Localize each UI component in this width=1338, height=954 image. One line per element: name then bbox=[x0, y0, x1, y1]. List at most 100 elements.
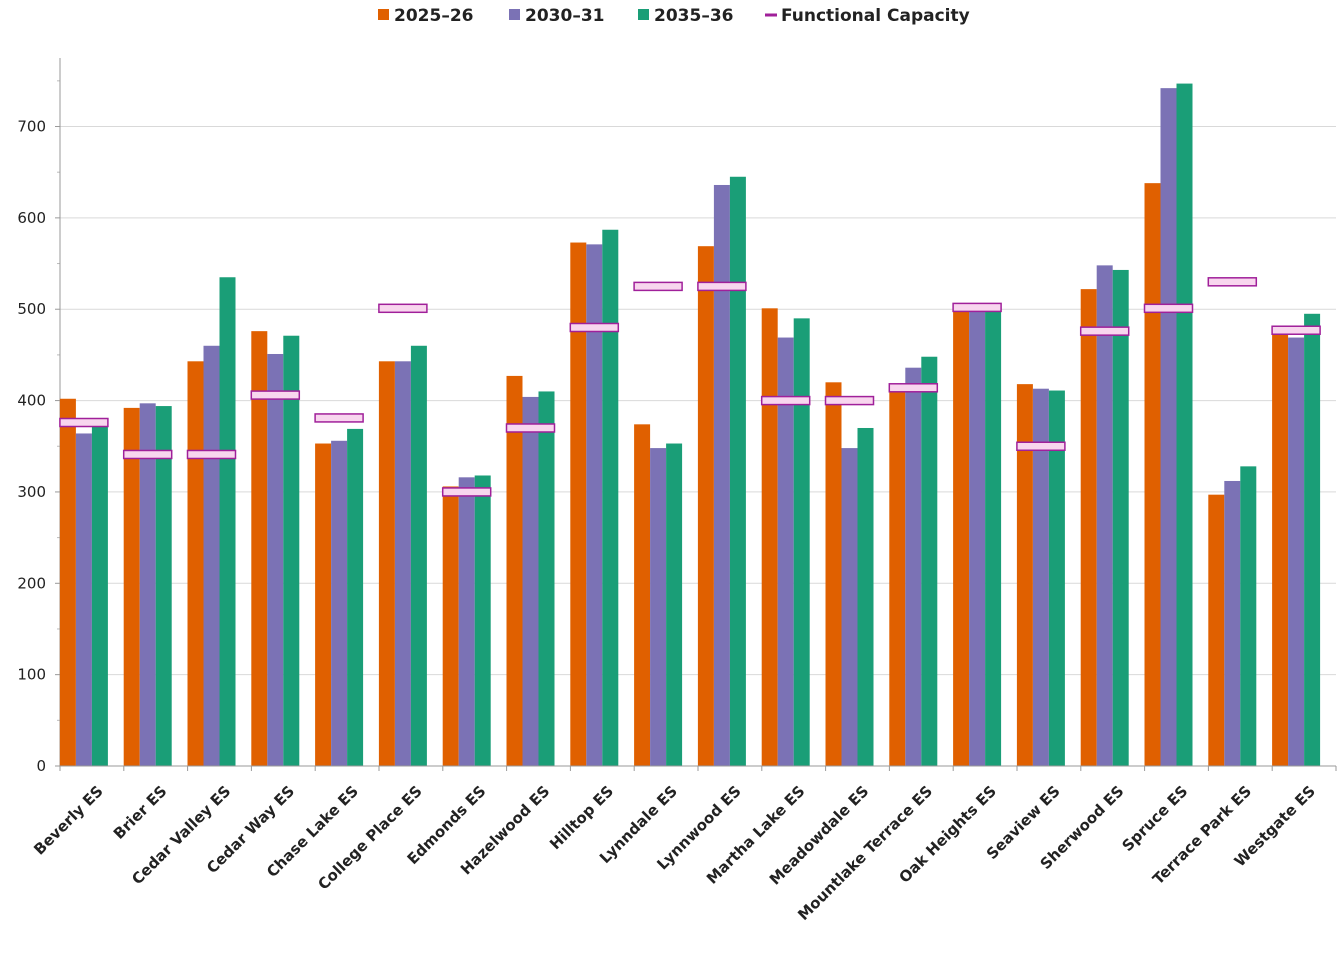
capacity-marker-sherwood-es bbox=[1079, 326, 1130, 336]
bar-2025-26-terrace-park-es bbox=[1208, 494, 1225, 766]
y-tick-label: 0 bbox=[36, 757, 46, 775]
capacity-marker-beverly-es bbox=[59, 417, 109, 428]
y-tick-label: 600 bbox=[17, 209, 46, 227]
capacity-marker-lynndale-es bbox=[633, 281, 683, 292]
bar-2030-31-sherwood-es bbox=[1096, 265, 1113, 766]
bar-2035-36-chase-lake-es bbox=[347, 428, 364, 766]
legend-swatch bbox=[378, 9, 389, 20]
bar-2025-26-chase-lake-es bbox=[315, 443, 332, 766]
capacity-marker-hilltop-es bbox=[569, 322, 620, 333]
capacity-marker-brier-es bbox=[122, 449, 173, 460]
bar-2035-36-westgate-es bbox=[1304, 313, 1321, 766]
bar-2035-36-brier-es bbox=[155, 406, 172, 766]
bar-2035-36-cedar-valley-es bbox=[219, 277, 236, 766]
bar-2025-26-oak-heights-es bbox=[953, 304, 970, 766]
bar-2030-31-edmonds-es bbox=[458, 477, 475, 766]
bar-2030-31-mountlake-terrace-es bbox=[905, 367, 922, 766]
bar-2035-36-college-place-es bbox=[410, 345, 427, 766]
bar-2025-26-brier-es bbox=[123, 407, 140, 766]
bar-2030-31-martha-lake-es bbox=[777, 337, 794, 766]
bar-2035-36-martha-lake-es bbox=[793, 318, 810, 766]
bar-2025-26-cedar-valley-es bbox=[187, 361, 204, 766]
bar-2030-31-chase-lake-es bbox=[331, 440, 348, 766]
bar-2035-36-oak-heights-es bbox=[985, 310, 1002, 766]
bar-2035-36-spruce-es bbox=[1176, 83, 1193, 767]
bar-2030-31-hazelwood-es bbox=[522, 396, 539, 766]
bar-2030-31-college-place-es bbox=[394, 361, 411, 766]
capacity-marker-chase-lake-es bbox=[314, 413, 364, 423]
bar-2035-36-cedar-way-es bbox=[283, 335, 300, 766]
bar-2035-36-mountlake-terrace-es bbox=[921, 356, 938, 766]
bar-2025-26-spruce-es bbox=[1144, 183, 1161, 766]
bar-2025-26-beverly-es bbox=[59, 398, 76, 766]
legend-item-2030-31: 2030–31 bbox=[509, 6, 604, 26]
capacity-marker-mountlake-terrace-es bbox=[888, 383, 939, 393]
capacity-marker-lynnwood-es bbox=[697, 281, 747, 292]
bar-2025-26-seaview-es bbox=[1016, 384, 1033, 766]
y-axis: 0 100 200 300 400 500 600 700 bbox=[17, 58, 61, 775]
bar-2035-36-seaview-es bbox=[1048, 390, 1065, 766]
y-tick-label: 500 bbox=[17, 300, 46, 318]
bar-2030-31-beverly-es bbox=[75, 433, 92, 766]
capacity-marker-martha-lake-es bbox=[760, 395, 811, 406]
capacity-marker-hazelwood-es bbox=[505, 423, 556, 433]
y-tick-label: 100 bbox=[17, 666, 46, 684]
legend: 2025–26 2030–31 2035–36 Functional Capacity bbox=[378, 6, 970, 26]
legend-swatch bbox=[638, 9, 649, 20]
bar-2025-26-mountlake-terrace-es bbox=[889, 388, 906, 766]
capacity-marker-college-place-es bbox=[378, 303, 428, 314]
bar-2025-26-hilltop-es bbox=[570, 242, 587, 767]
legend-swatch bbox=[509, 9, 520, 20]
bar-2035-36-meadowdale-es bbox=[857, 427, 874, 766]
legend-label: 2025–26 bbox=[394, 6, 473, 26]
capacity-marker-spruce-es bbox=[1143, 303, 1194, 314]
legend-item-2025-26: 2025–26 bbox=[378, 6, 473, 26]
legend-label: Functional Capacity bbox=[781, 6, 970, 26]
bar-2030-31-seaview-es bbox=[1032, 388, 1049, 766]
bar-2030-31-cedar-way-es bbox=[267, 353, 284, 766]
bar-2035-36-beverly-es bbox=[91, 420, 108, 766]
x-tick-label-beverly-es: Beverly ES bbox=[30, 782, 106, 858]
capacity-marker-seaview-es bbox=[1016, 441, 1066, 452]
bar-2035-36-terrace-park-es bbox=[1240, 466, 1257, 766]
x-tick-label-mountlake-terrace-es: Mountlake Terrace ES bbox=[794, 782, 936, 924]
bar-2025-26-martha-lake-es bbox=[761, 308, 778, 766]
bar-2025-26-westgate-es bbox=[1272, 330, 1289, 766]
legend-item-2035-36: 2035–36 bbox=[638, 6, 733, 26]
bar-2025-26-sherwood-es bbox=[1080, 289, 1097, 766]
capacity-marker-westgate-es bbox=[1271, 325, 1321, 335]
bar-2030-31-meadowdale-es bbox=[841, 448, 858, 766]
bar-2030-31-terrace-park-es bbox=[1224, 480, 1241, 766]
capacity-marker-oak-heights-es bbox=[952, 302, 1002, 313]
bar-2025-26-lynndale-es bbox=[634, 424, 651, 766]
bar-2030-31-spruce-es bbox=[1160, 88, 1177, 766]
bar-2035-36-hilltop-es bbox=[602, 229, 619, 767]
capacity-markers bbox=[59, 277, 1321, 497]
capacity-marker-meadowdale-es bbox=[824, 395, 875, 406]
bar-2025-26-hazelwood-es bbox=[506, 375, 523, 766]
bar-2035-36-edmonds-es bbox=[474, 475, 491, 766]
bar-2030-31-westgate-es bbox=[1288, 337, 1305, 766]
legend-label: 2030–31 bbox=[525, 6, 604, 26]
bar-2035-36-hazelwood-es bbox=[538, 391, 555, 766]
bars bbox=[59, 83, 1321, 767]
y-tick-label: 200 bbox=[17, 574, 46, 592]
bar-2025-26-cedar-way-es bbox=[251, 331, 268, 766]
bar-2030-31-lynndale-es bbox=[650, 448, 667, 766]
legend-item-functional-capacity: Functional Capacity bbox=[765, 6, 970, 26]
capacity-marker-edmonds-es bbox=[441, 487, 492, 497]
bar-2025-26-college-place-es bbox=[378, 361, 395, 766]
bar-2035-36-sherwood-es bbox=[1112, 269, 1129, 766]
capacity-marker-cedar-valley-es bbox=[186, 449, 237, 460]
capacity-marker-terrace-park-es bbox=[1207, 277, 1258, 287]
y-tick-label: 400 bbox=[17, 392, 46, 410]
bar-2030-31-lynnwood-es bbox=[713, 184, 730, 767]
y-tick-label: 700 bbox=[17, 118, 46, 136]
capacity-marker-cedar-way-es bbox=[250, 390, 301, 400]
x-tick-label-college-place-es: College Place ES bbox=[314, 782, 425, 893]
bar-2025-26-lynnwood-es bbox=[697, 246, 714, 766]
legend-label: 2035–36 bbox=[654, 6, 733, 26]
bar-2025-26-meadowdale-es bbox=[825, 382, 842, 766]
